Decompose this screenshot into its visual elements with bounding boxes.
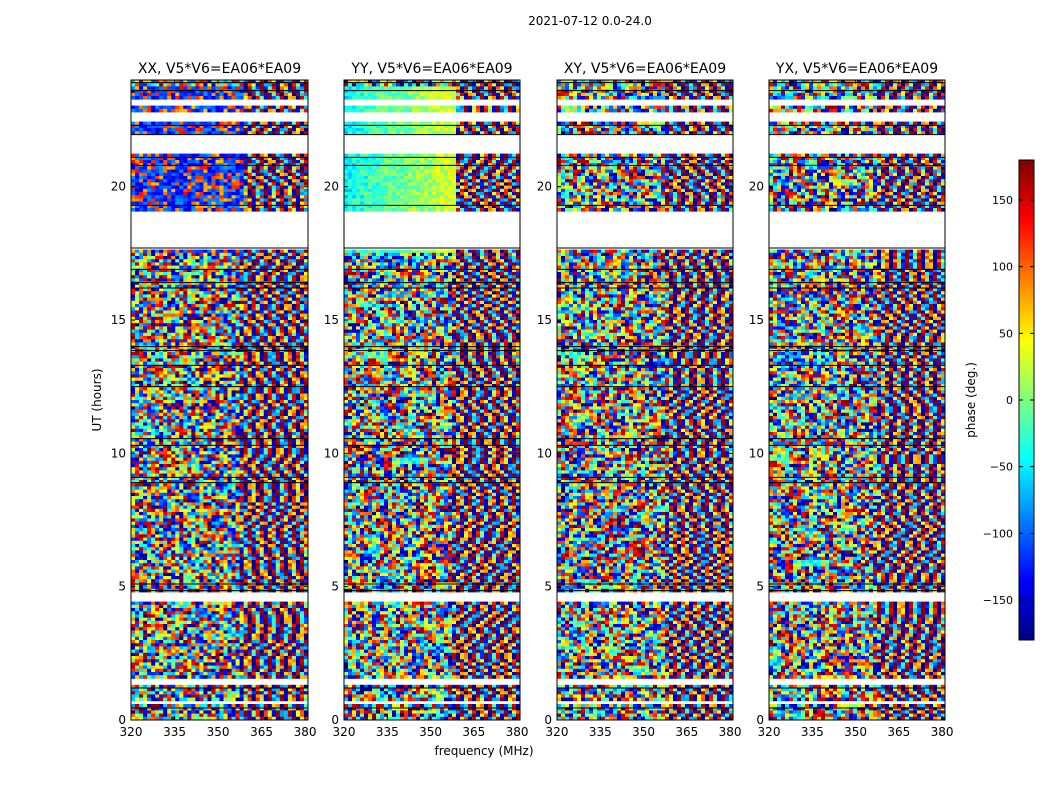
colorbar-tick-label: 0 bbox=[1006, 394, 1013, 407]
y-tick-label: 10 bbox=[749, 446, 764, 460]
colorbar-tick-label: 50 bbox=[999, 327, 1013, 340]
y-tick-label: 20 bbox=[749, 180, 764, 194]
colorbar: 150 100 50 0 −50 −100 −150 phase (deg.) bbox=[964, 159, 1035, 641]
y-tick-label: 5 bbox=[331, 580, 339, 594]
panel-4: YX, V5*V6=EA06*EA09 320 335 350 365 380 0 5 10 15… bbox=[749, 61, 954, 739]
y-tick-label: 0 bbox=[331, 713, 339, 727]
x-tick-label: 365 bbox=[462, 725, 485, 739]
y-tick-label: 15 bbox=[537, 313, 552, 327]
y-tick-label: 20 bbox=[324, 180, 339, 194]
y-tick-label: 5 bbox=[756, 580, 764, 594]
panel-title: YY, V5*V6=EA06*EA09 bbox=[350, 61, 512, 77]
y-tick-label: 10 bbox=[111, 446, 126, 460]
x-tick-label: 320 bbox=[120, 725, 143, 739]
panel-title: XY, V5*V6=EA06*EA09 bbox=[564, 61, 726, 77]
x-tick-label: 320 bbox=[758, 725, 781, 739]
x-tick-label: 365 bbox=[887, 725, 910, 739]
y-tick-label: 10 bbox=[324, 446, 339, 460]
x-tick-label: 365 bbox=[675, 725, 698, 739]
y-tick-label: 15 bbox=[749, 313, 764, 327]
x-tick-label: 350 bbox=[844, 725, 867, 739]
x-tick-label: 380 bbox=[506, 725, 529, 739]
y-tick-label: 0 bbox=[544, 713, 552, 727]
panel-title: XX, V5*V6=EA06*EA09 bbox=[138, 61, 301, 77]
figure-suptitle: 2021-07-12 0.0-24.0 bbox=[0, 14, 1050, 28]
heatmap-image bbox=[344, 80, 520, 720]
y-axis-label: UT (hours) bbox=[90, 368, 104, 431]
x-tick-label: 320 bbox=[546, 725, 569, 739]
colorbar-tick-label: 150 bbox=[992, 194, 1013, 207]
heatmap-image bbox=[769, 80, 945, 720]
colorbar-label: phase (deg.) bbox=[964, 362, 978, 438]
y-tick-label: 10 bbox=[537, 446, 552, 460]
axes-frame bbox=[556, 79, 734, 721]
x-tick-label: 380 bbox=[294, 725, 317, 739]
panel-1: XX, V5*V6=EA06*EA09 320 335 350 365 380 0 5 10 15… bbox=[90, 61, 317, 739]
x-tick-label: 320 bbox=[333, 725, 356, 739]
x-tick-label: 335 bbox=[589, 725, 612, 739]
x-tick-label: 350 bbox=[632, 725, 655, 739]
colorbar-tick-label: −150 bbox=[983, 594, 1013, 607]
y-tick-label: 0 bbox=[118, 713, 126, 727]
colorbar-tick-label: −50 bbox=[990, 461, 1013, 474]
x-tick-label: 380 bbox=[931, 725, 954, 739]
heatmap-image bbox=[131, 80, 308, 720]
axes-frame bbox=[343, 79, 521, 721]
panel-2: YY, V5*V6=EA06*EA09 320 335 350 365 380 0 5 10 15… bbox=[324, 61, 534, 758]
x-tick-label: 380 bbox=[719, 725, 742, 739]
x-axis-label: frequency (MHz) bbox=[434, 744, 533, 758]
x-tick-label: 350 bbox=[419, 725, 442, 739]
x-tick-label: 350 bbox=[207, 725, 230, 739]
y-tick-label: 20 bbox=[537, 180, 552, 194]
x-tick-label: 335 bbox=[801, 725, 824, 739]
x-tick-label: 365 bbox=[250, 725, 273, 739]
y-tick-label: 5 bbox=[544, 580, 552, 594]
panel-title: YX, V5*V6=EA06*EA09 bbox=[775, 61, 938, 77]
x-tick-label: 335 bbox=[163, 725, 186, 739]
y-tick-label: 5 bbox=[118, 580, 126, 594]
y-tick-label: 20 bbox=[111, 180, 126, 194]
axes-frame bbox=[130, 79, 309, 721]
axes-frame bbox=[768, 79, 946, 721]
heatmap-image bbox=[557, 80, 733, 720]
x-tick-label: 335 bbox=[376, 725, 399, 739]
colorbar-tick-label: 100 bbox=[992, 261, 1013, 274]
y-tick-label: 15 bbox=[111, 313, 126, 327]
panel-3: XY, V5*V6=EA06*EA09 320 335 350 365 380 0 5 10 15… bbox=[537, 61, 742, 739]
y-tick-label: 15 bbox=[324, 313, 339, 327]
colorbar-tick-label: −100 bbox=[983, 527, 1013, 540]
y-tick-label: 0 bbox=[756, 713, 764, 727]
